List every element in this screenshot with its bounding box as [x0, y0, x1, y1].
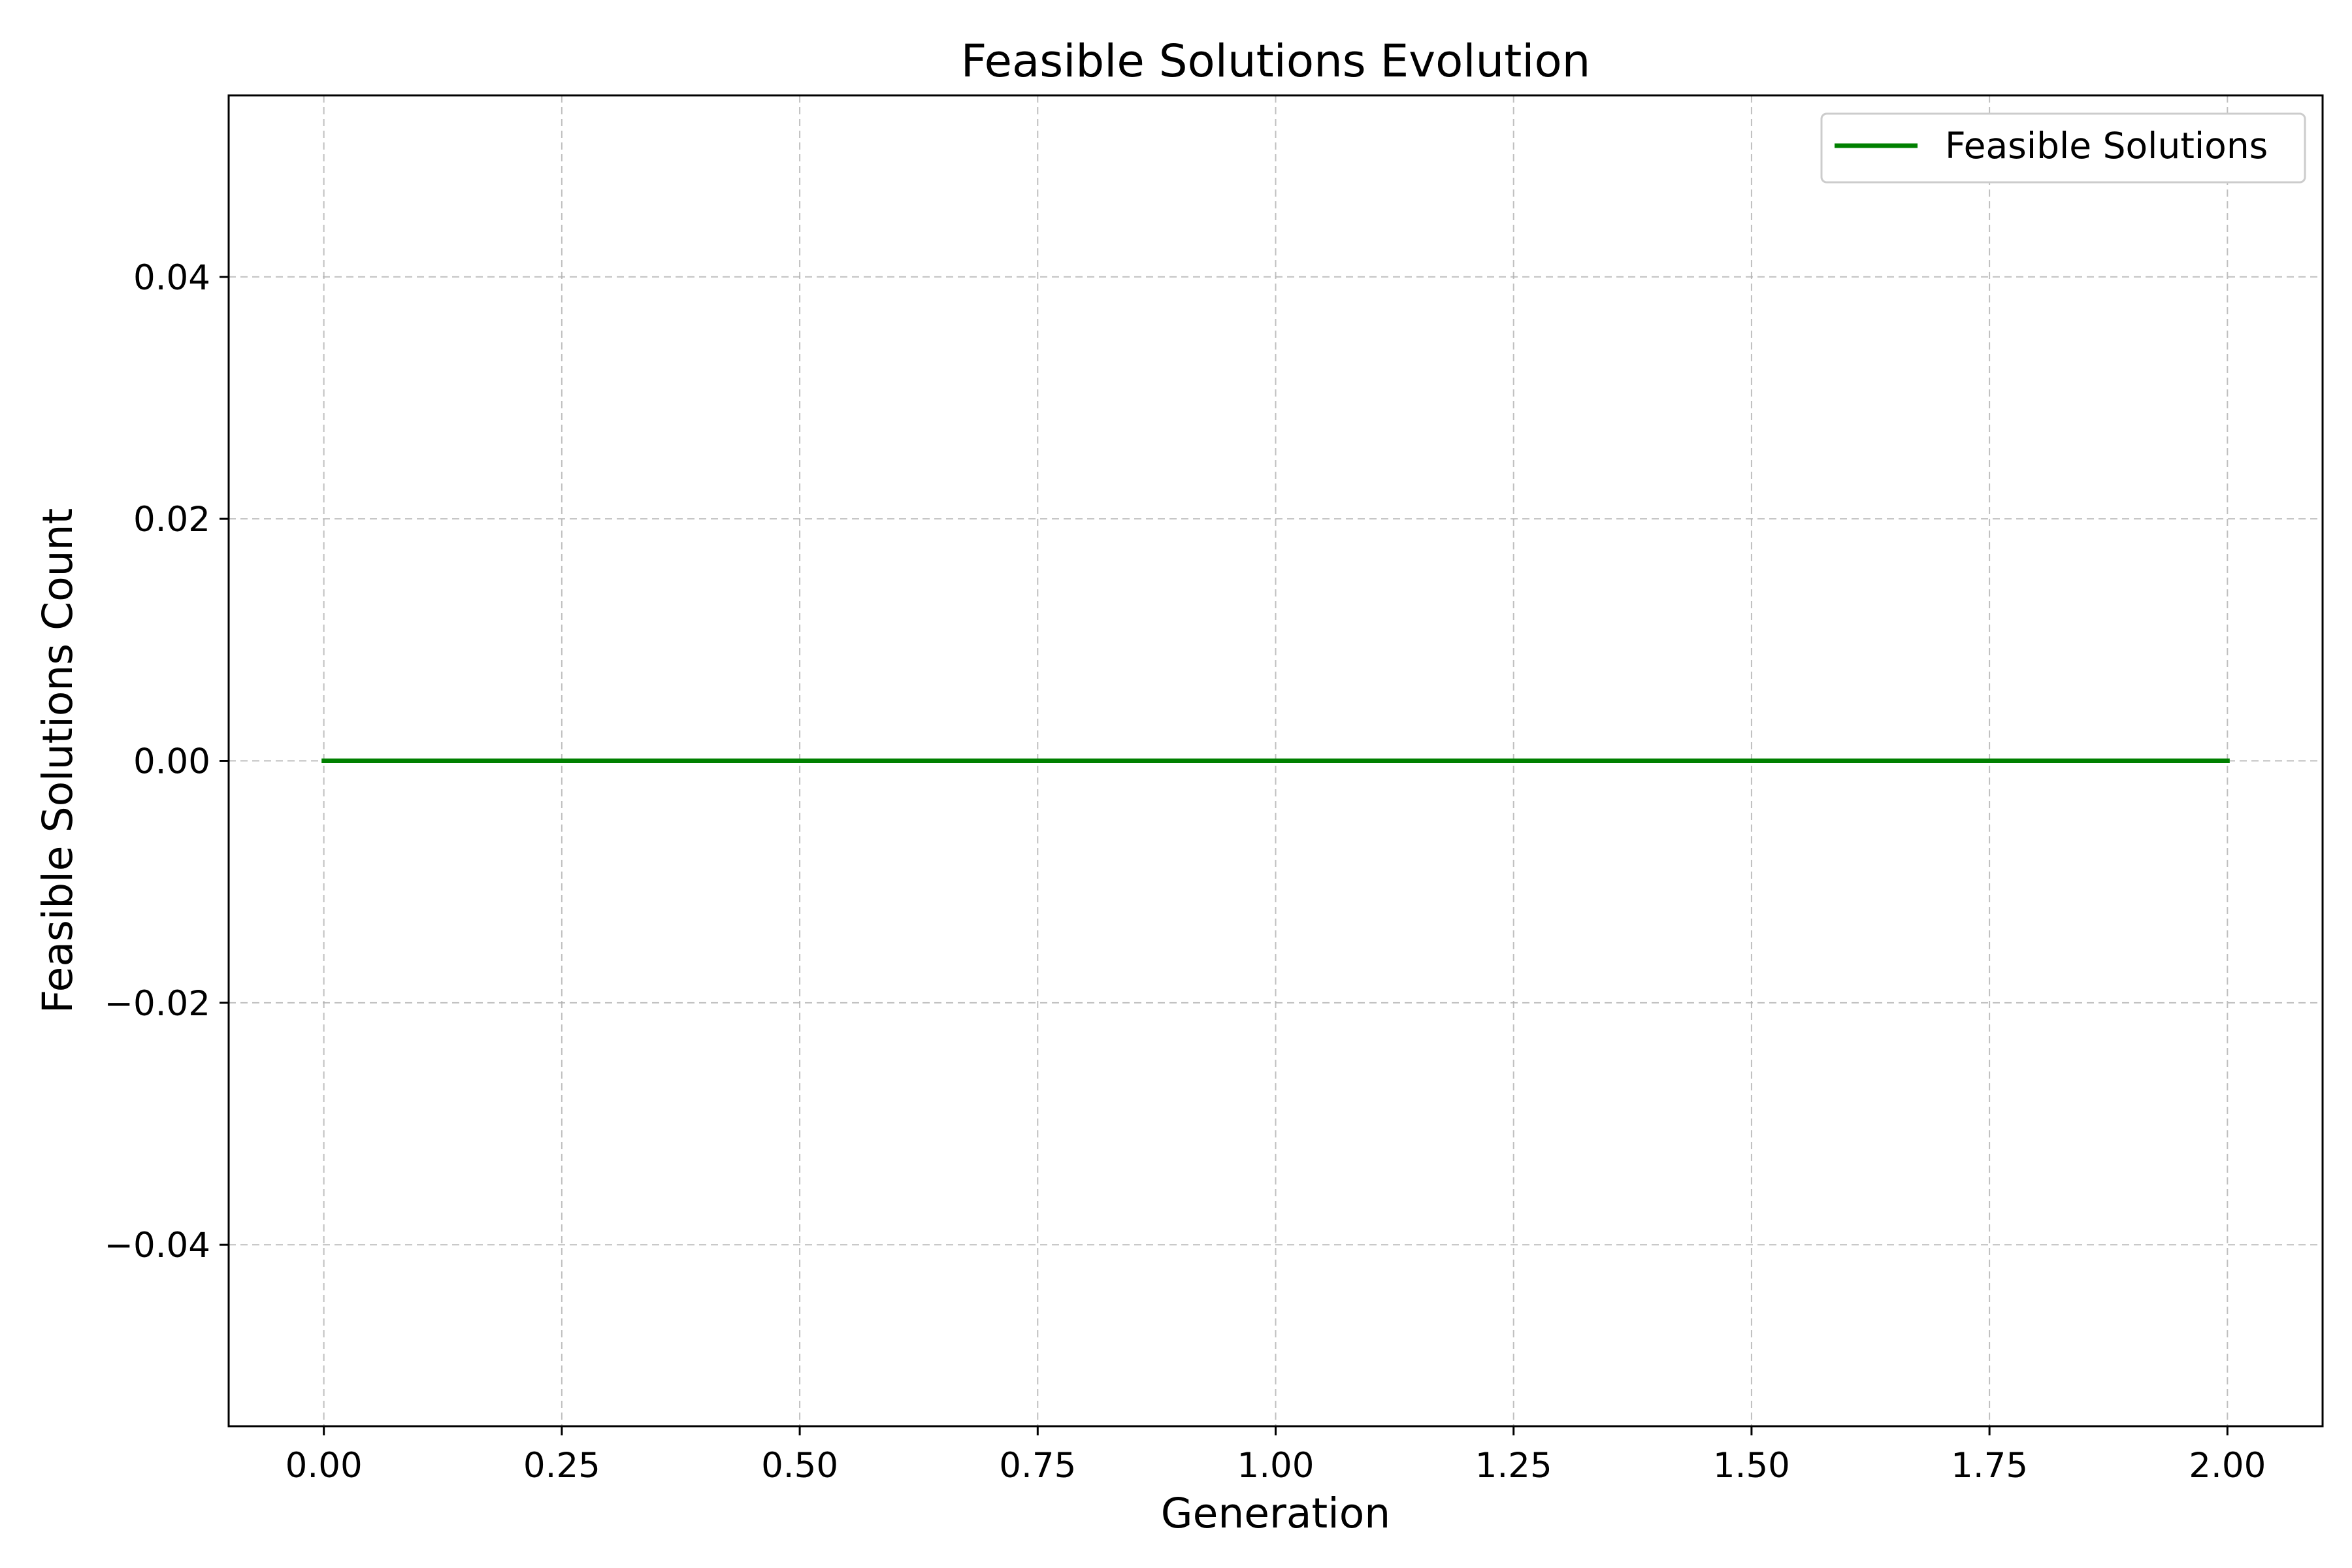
x-tick-label: 1.75 — [1951, 1446, 2028, 1486]
x-tick-label: 1.00 — [1237, 1446, 1314, 1486]
x-axis-label: Generation — [1161, 1490, 1390, 1537]
legend-box — [1820, 112, 2306, 184]
ticks: 0.00 0.25 0.50 0.75 1.00 1.25 1.50 1.75 2.00 −0.0… — [105, 258, 2266, 1486]
x-tick-label: 1.25 — [1475, 1446, 1552, 1486]
y-tick-label: −0.02 — [105, 984, 210, 1024]
x-tick-label: 0.25 — [523, 1446, 600, 1486]
chart-title: Feasible Solutions Evolution — [961, 35, 1591, 88]
y-tick-label: 0.02 — [133, 500, 210, 540]
y-tick-label: −0.04 — [105, 1226, 210, 1266]
x-tick-label: 1.50 — [1713, 1446, 1790, 1486]
x-tick-label: 2.00 — [2189, 1446, 2266, 1486]
x-tick-label: 0.50 — [761, 1446, 838, 1486]
y-tick-label: 0.00 — [133, 742, 210, 782]
y-tick-label: 0.04 — [133, 258, 210, 298]
x-tick-label: 0.00 — [286, 1446, 363, 1486]
x-tick-label: 0.75 — [999, 1446, 1076, 1486]
legend: Feasible Solutions — [1820, 112, 2306, 184]
legend-label: Feasible Solutions — [1945, 125, 2268, 167]
y-axis-label: Feasible Solutions Count — [34, 508, 82, 1013]
